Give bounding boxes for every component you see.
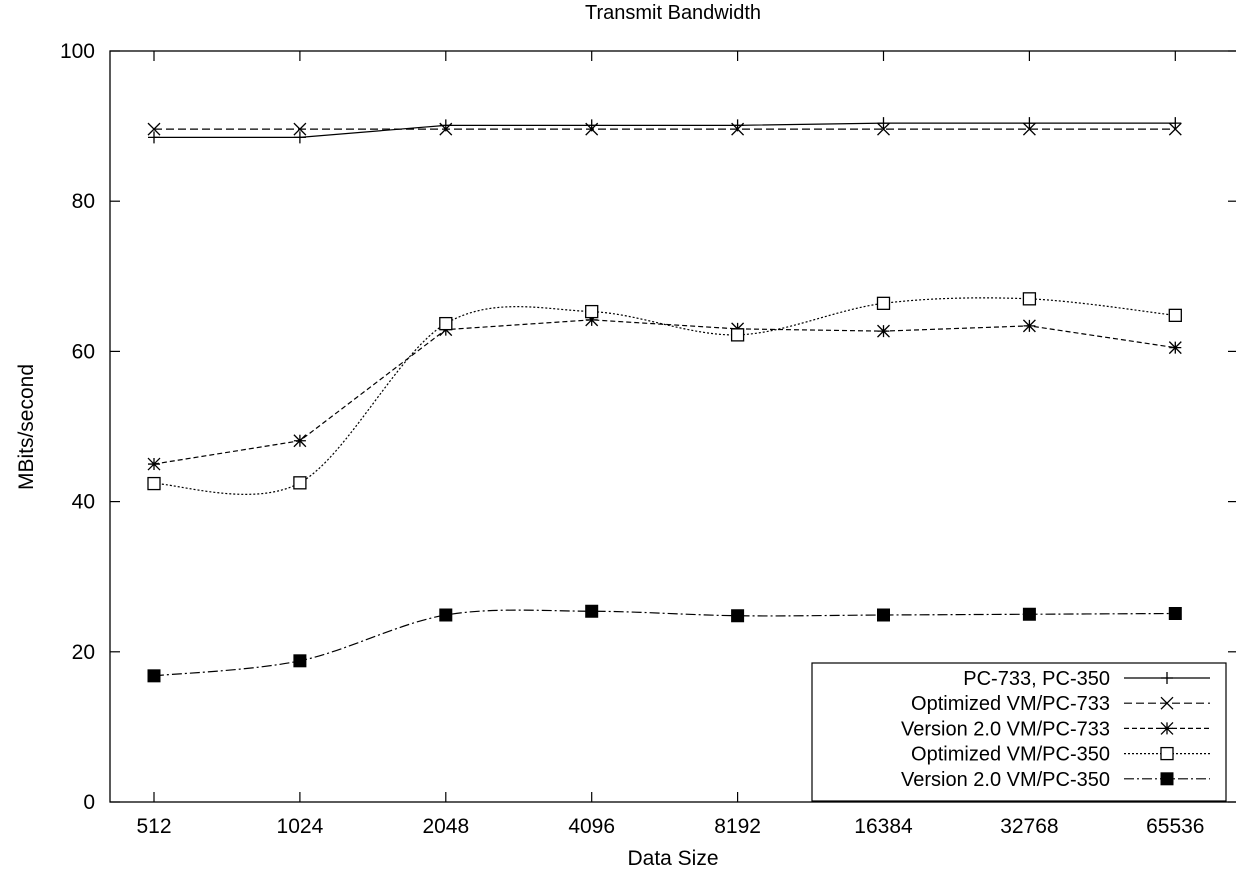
series-2 bbox=[147, 122, 1182, 136]
legend-box bbox=[811, 662, 1227, 802]
x-tick-label: 512 bbox=[136, 815, 171, 838]
y-tick-label: 100 bbox=[60, 40, 95, 63]
data-point bbox=[585, 604, 599, 618]
y-axis-label: MBits/second bbox=[15, 364, 38, 490]
data-point bbox=[147, 669, 161, 683]
data-point bbox=[731, 122, 745, 136]
chart-title: Transmit Bandwidth bbox=[585, 2, 761, 24]
data-point bbox=[1023, 117, 1036, 130]
data-point bbox=[148, 131, 160, 144]
legend-label: PC-733, PC-350 bbox=[963, 668, 1110, 690]
data-point bbox=[1022, 319, 1036, 333]
x-tick-label: 4096 bbox=[568, 815, 615, 838]
legend: PC-733, PC-350 Optimized VM/PC-733 Version… bbox=[811, 662, 1227, 802]
data-point bbox=[293, 434, 307, 448]
y-tick-label: 0 bbox=[83, 791, 95, 814]
data-point bbox=[730, 328, 745, 342]
data-point bbox=[147, 122, 161, 136]
data-point bbox=[1168, 122, 1182, 136]
data-point bbox=[1168, 341, 1182, 355]
series-line bbox=[153, 609, 1176, 677]
data-point bbox=[293, 476, 307, 490]
data-point bbox=[877, 117, 890, 130]
legend-label: Version 2.0 VM/PC-350 bbox=[901, 769, 1110, 791]
series-line bbox=[153, 297, 1176, 495]
data-point bbox=[439, 608, 453, 622]
series-line bbox=[153, 319, 1176, 465]
series-4 bbox=[147, 292, 1182, 495]
legend-marker bbox=[1160, 721, 1174, 735]
x-tick-label: 1024 bbox=[277, 815, 324, 838]
series-3 bbox=[147, 313, 1182, 471]
data-point bbox=[147, 476, 161, 491]
data-point bbox=[585, 304, 599, 319]
data-point bbox=[293, 654, 307, 668]
data-point bbox=[1169, 117, 1182, 130]
x-tick-label: 8192 bbox=[714, 815, 761, 838]
y-tick-label: 20 bbox=[72, 641, 95, 664]
data-point bbox=[877, 608, 890, 622]
axes: 0 20 40 60 80 100 512 1024 2048 4096 8192 16384 3276… bbox=[60, 40, 1236, 838]
data-point bbox=[877, 324, 890, 338]
data-point bbox=[147, 457, 161, 471]
legend-label: Optimized VM/PC-733 bbox=[911, 693, 1110, 715]
x-axis-label: Data Size bbox=[627, 847, 718, 870]
legend-marker bbox=[1161, 672, 1173, 684]
data-point bbox=[585, 122, 599, 136]
data-point bbox=[1022, 607, 1036, 621]
data-point bbox=[1022, 292, 1037, 306]
legend-label: Optimized VM/PC-350 bbox=[911, 744, 1110, 766]
data-point bbox=[1168, 308, 1182, 323]
data-point bbox=[585, 313, 599, 327]
series-5 bbox=[147, 604, 1182, 683]
legend-marker bbox=[1160, 746, 1174, 761]
data-point bbox=[731, 609, 745, 623]
data-point bbox=[1022, 122, 1036, 136]
series-1 bbox=[148, 117, 1182, 144]
plot-frame bbox=[109, 50, 1236, 803]
data-point bbox=[439, 122, 453, 136]
legend-label: Version 2.0 VM/PC-733 bbox=[901, 718, 1110, 740]
x-tick-label: 2048 bbox=[422, 815, 469, 838]
data-point bbox=[439, 316, 453, 331]
legend-marker bbox=[1160, 772, 1174, 786]
series-layer bbox=[147, 117, 1182, 683]
data-point bbox=[293, 131, 306, 144]
data-point bbox=[293, 122, 307, 136]
y-tick-label: 80 bbox=[72, 190, 95, 213]
x-tick-label: 32768 bbox=[1000, 815, 1058, 838]
series-line bbox=[154, 122, 1176, 138]
data-point bbox=[876, 296, 891, 310]
data-point bbox=[877, 122, 890, 136]
y-tick-label: 60 bbox=[72, 340, 95, 363]
x-tick-label: 16384 bbox=[854, 815, 913, 838]
legend-marker bbox=[1160, 696, 1174, 710]
data-point bbox=[1168, 606, 1182, 620]
x-tick-label: 65536 bbox=[1146, 815, 1204, 838]
y-tick-label: 40 bbox=[72, 491, 95, 514]
